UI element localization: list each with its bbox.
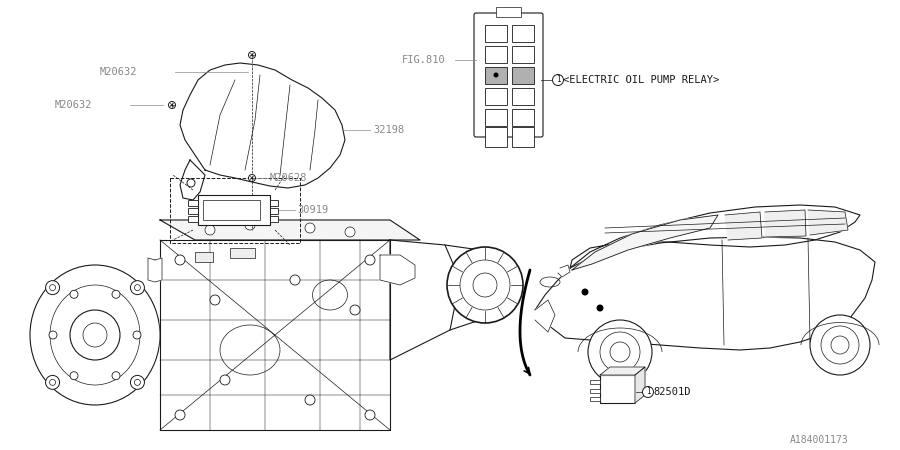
Circle shape	[553, 75, 563, 86]
Bar	[170, 178, 300, 243]
Bar	[512, 127, 534, 147]
Polygon shape	[380, 255, 415, 285]
Polygon shape	[635, 367, 645, 403]
FancyBboxPatch shape	[474, 13, 543, 137]
Text: 1: 1	[555, 76, 561, 85]
Bar	[198, 195, 270, 225]
Text: A184001173: A184001173	[790, 435, 849, 445]
Bar	[590, 397, 600, 401]
Polygon shape	[600, 367, 645, 375]
Bar	[188, 208, 198, 214]
Circle shape	[581, 288, 589, 296]
Bar	[600, 375, 635, 403]
Circle shape	[70, 310, 120, 360]
Polygon shape	[180, 63, 345, 188]
Circle shape	[245, 220, 255, 230]
Bar	[512, 109, 534, 126]
Bar	[230, 248, 255, 258]
Polygon shape	[558, 265, 570, 277]
Bar	[485, 46, 507, 63]
Circle shape	[210, 295, 220, 305]
Circle shape	[588, 320, 652, 384]
Bar	[188, 216, 198, 222]
Circle shape	[248, 51, 256, 59]
Text: M20632: M20632	[100, 67, 138, 77]
Circle shape	[365, 255, 375, 265]
Bar	[270, 208, 278, 214]
Bar	[485, 127, 507, 147]
Circle shape	[447, 247, 523, 323]
Polygon shape	[725, 212, 762, 240]
Bar	[270, 216, 278, 222]
Bar	[512, 46, 534, 63]
Bar	[496, 7, 521, 17]
Bar	[485, 67, 507, 84]
Circle shape	[305, 223, 315, 233]
Text: 1: 1	[645, 387, 651, 396]
Polygon shape	[808, 210, 848, 235]
Circle shape	[49, 331, 57, 339]
Polygon shape	[535, 300, 555, 332]
Circle shape	[175, 255, 185, 265]
Text: 32198: 32198	[373, 125, 404, 135]
Ellipse shape	[30, 265, 160, 405]
Circle shape	[70, 372, 78, 380]
Circle shape	[46, 281, 59, 295]
Text: M20628: M20628	[270, 173, 308, 183]
Bar	[590, 389, 600, 393]
Bar	[590, 380, 600, 384]
Circle shape	[112, 290, 120, 298]
Bar	[485, 109, 507, 126]
Circle shape	[205, 225, 215, 235]
Circle shape	[70, 290, 78, 298]
Circle shape	[187, 179, 195, 187]
Text: 30919: 30919	[297, 205, 328, 215]
Circle shape	[175, 410, 185, 420]
Bar	[512, 67, 534, 84]
Circle shape	[220, 375, 230, 385]
Circle shape	[130, 375, 144, 389]
Circle shape	[133, 331, 141, 339]
Text: 82501D: 82501D	[653, 387, 690, 397]
Polygon shape	[160, 220, 420, 240]
Circle shape	[365, 410, 375, 420]
Circle shape	[112, 372, 120, 380]
Bar	[512, 88, 534, 105]
Circle shape	[350, 305, 360, 315]
Polygon shape	[148, 258, 162, 282]
Polygon shape	[535, 237, 875, 350]
Bar	[195, 252, 213, 262]
Circle shape	[46, 375, 59, 389]
Bar	[188, 200, 198, 206]
Polygon shape	[570, 205, 860, 268]
Circle shape	[168, 102, 176, 108]
Circle shape	[130, 281, 144, 295]
Bar	[270, 200, 278, 206]
Polygon shape	[572, 215, 718, 270]
Circle shape	[493, 72, 499, 77]
Circle shape	[290, 275, 300, 285]
Polygon shape	[160, 240, 390, 430]
Circle shape	[810, 315, 870, 375]
Polygon shape	[390, 240, 460, 360]
Text: M20632: M20632	[55, 100, 93, 110]
Circle shape	[248, 175, 256, 181]
Text: FIG.810: FIG.810	[402, 55, 446, 65]
Circle shape	[305, 395, 315, 405]
Polygon shape	[765, 210, 806, 237]
Circle shape	[643, 387, 653, 397]
Bar	[203, 200, 260, 220]
Text: <ELECTRIC OIL PUMP RELAY>: <ELECTRIC OIL PUMP RELAY>	[563, 75, 719, 85]
Polygon shape	[180, 160, 205, 200]
Circle shape	[345, 227, 355, 237]
Circle shape	[597, 305, 604, 311]
Bar	[512, 25, 534, 42]
Bar	[485, 88, 507, 105]
Bar	[485, 25, 507, 42]
